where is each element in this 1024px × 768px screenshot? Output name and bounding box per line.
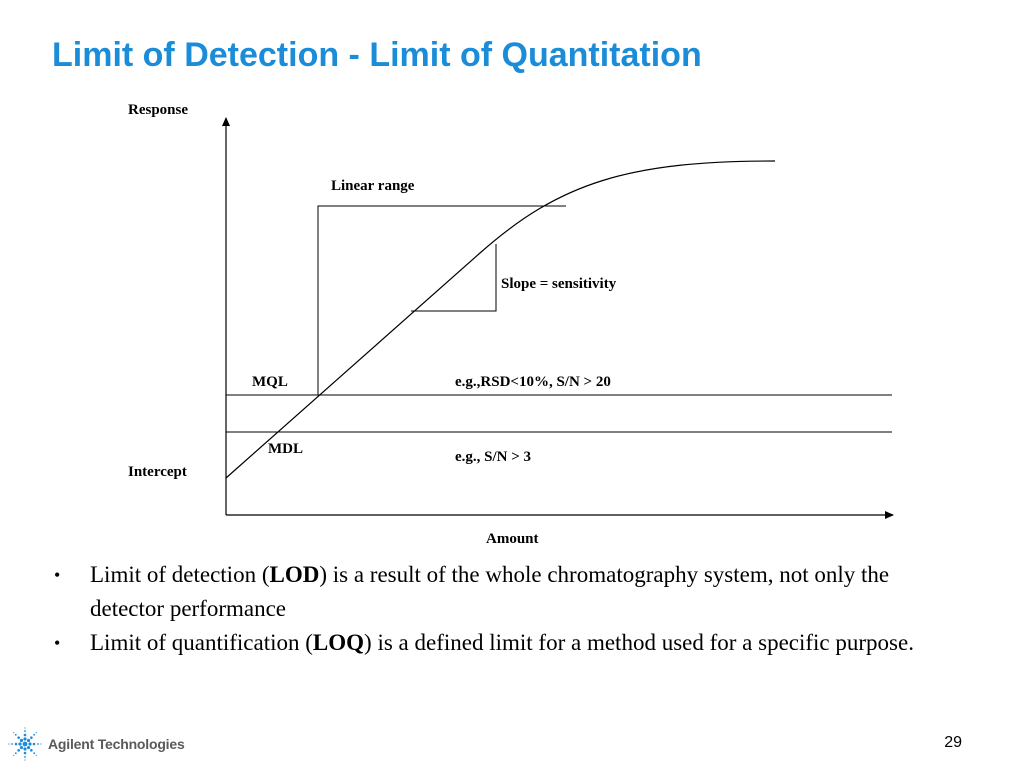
linear-range-label: Linear range bbox=[331, 178, 415, 194]
bullet-loq: • Limit of quantification (LOQ) is a def… bbox=[52, 626, 952, 660]
slope-triangle bbox=[411, 244, 497, 312]
bullet-text-bold: LOQ bbox=[312, 630, 365, 655]
spark-dot bbox=[23, 737, 27, 741]
spark-dot bbox=[11, 743, 13, 745]
bullet-list: • Limit of detection (LOD) is a result o… bbox=[52, 558, 952, 660]
bullet-text-pre: Limit of detection ( bbox=[90, 562, 270, 587]
mql-criteria-label: e.g.,RSD<10%, S/N > 20 bbox=[455, 374, 611, 390]
spark-dot bbox=[19, 738, 24, 743]
spark-dot bbox=[37, 743, 39, 745]
x-axis-label: Amount bbox=[486, 531, 539, 547]
spark-dot bbox=[19, 745, 24, 750]
spark-dot bbox=[17, 749, 20, 752]
agilent-logo: Agilent Technologies bbox=[8, 722, 185, 766]
spark-center-dot bbox=[22, 741, 28, 747]
spark-dot bbox=[30, 749, 33, 752]
spark-dot bbox=[23, 747, 27, 751]
slope-label: Slope = sensitivity bbox=[501, 276, 617, 292]
response-curve bbox=[225, 160, 776, 479]
mdl-label: MDL bbox=[268, 441, 303, 457]
spark-dot bbox=[18, 742, 22, 746]
spark-dot bbox=[23, 751, 27, 755]
spark-dot bbox=[40, 743, 42, 745]
bullet-marker: • bbox=[54, 565, 61, 585]
spark-dot bbox=[32, 742, 36, 746]
spark-dot bbox=[35, 732, 37, 734]
page-number: 29 bbox=[944, 734, 962, 751]
spark-dot bbox=[14, 752, 17, 755]
spark-dot bbox=[30, 736, 33, 739]
spark-dot bbox=[17, 736, 20, 739]
bullet-text-post: ) is a result of the whole chromatograph… bbox=[90, 562, 890, 621]
spark-dot bbox=[14, 742, 18, 746]
mql-label: MQL bbox=[252, 374, 288, 390]
spark-dot bbox=[33, 733, 36, 736]
spark-dot bbox=[26, 738, 31, 743]
spark-dot bbox=[14, 733, 17, 736]
mdl-criteria-label: e.g., S/N > 3 bbox=[455, 449, 531, 465]
spark-dot bbox=[24, 756, 26, 758]
intercept-label: Intercept bbox=[128, 464, 187, 480]
spark-dot bbox=[23, 733, 27, 737]
bullet-text-post: ) is a defined limit for a method used f… bbox=[364, 630, 914, 655]
spark-dot bbox=[13, 732, 15, 734]
spark-dot bbox=[35, 754, 37, 756]
slide-title: Limit of Detection - Limit of Quantitati… bbox=[52, 36, 702, 74]
spark-dot bbox=[8, 743, 10, 745]
bullet-marker: • bbox=[54, 633, 61, 653]
agilent-spark-icon bbox=[8, 727, 42, 761]
spark-dot bbox=[33, 752, 36, 755]
spark-dot bbox=[28, 742, 32, 746]
spark-dot bbox=[24, 730, 26, 732]
spark-dot bbox=[24, 759, 26, 761]
lod-loq-diagram: Response Amount Intercept Linear range S… bbox=[128, 102, 894, 547]
spark-dot bbox=[24, 727, 26, 729]
spark-dot bbox=[26, 745, 31, 750]
bullet-text-pre: Limit of quantification ( bbox=[90, 630, 313, 655]
spark-dot bbox=[13, 754, 15, 756]
bullet-text-bold: LOD bbox=[269, 562, 320, 587]
bullet-lod: • Limit of detection (LOD) is a result o… bbox=[52, 558, 952, 626]
brand-name: Agilent Technologies bbox=[48, 736, 185, 752]
y-axis-label: Response bbox=[128, 102, 188, 118]
linear-range-bracket bbox=[317, 205, 566, 395]
